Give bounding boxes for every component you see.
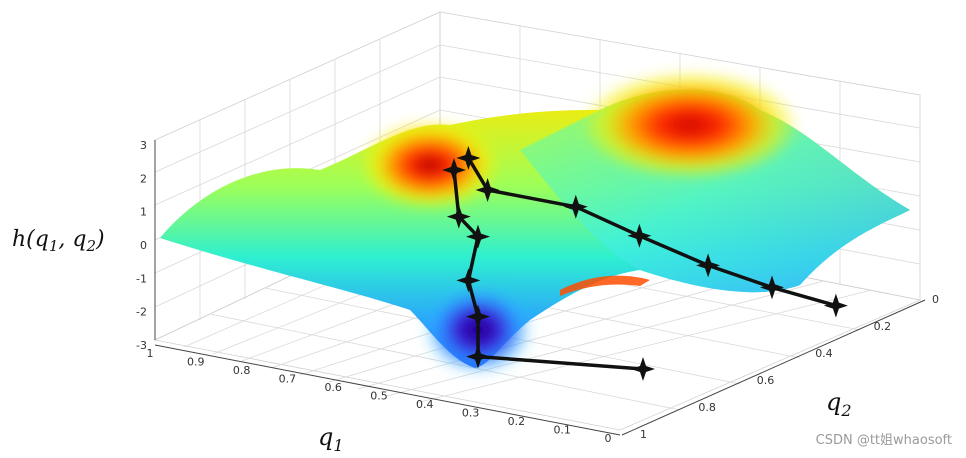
- q2-tick-label: 0: [932, 293, 939, 306]
- q1-tick-label: 0.8: [233, 364, 251, 377]
- q1-tick-label: 1: [147, 347, 154, 360]
- q1-tick-label: 0.3: [462, 407, 480, 420]
- q1-tick-label: 0.7: [279, 373, 297, 386]
- q1-tick-label: 0.4: [416, 398, 434, 411]
- descent-path-point: [442, 158, 466, 182]
- left-peak: [360, 120, 500, 210]
- descent-path-point: [823, 293, 848, 318]
- z-tick-label: 0: [140, 239, 147, 252]
- z-tick-label: 1: [140, 206, 147, 219]
- q2-axis-ticks: 0 0.2 0.4 0.6 0.8 1: [640, 293, 939, 441]
- q1-axis-label: q1: [318, 423, 344, 455]
- z-axis-ticks: 3 2 1 0 -1 -2 -3: [136, 139, 147, 352]
- descent-path-point: [466, 344, 490, 369]
- q1-tick-label: 0.9: [187, 356, 205, 369]
- descent-path-point: [696, 253, 721, 278]
- descent-path-point: [627, 223, 652, 248]
- q1-tick-label: 0.5: [370, 390, 388, 403]
- descent-paths: [442, 146, 848, 381]
- descent-path-point: [563, 194, 588, 219]
- q1-tick-label: 0.6: [324, 381, 342, 394]
- surface: [160, 70, 910, 375]
- q2-tick-label: 0.6: [757, 374, 775, 387]
- q2-tick-label: 0.2: [874, 320, 892, 333]
- q2-tick-label: 0.8: [698, 401, 716, 414]
- q1-axis-ticks: 1 0.9 0.8 0.7 0.6 0.5 0.4 0.3 0.2 0.1 0: [147, 347, 612, 445]
- ridge-highlight: [560, 275, 650, 296]
- z-tick-label: -1: [136, 272, 147, 285]
- descent-path-point: [446, 204, 471, 229]
- descent-path-point: [466, 304, 490, 329]
- q1-tick-label: 0.2: [508, 415, 526, 428]
- right-peak: [580, 70, 800, 180]
- z-tick-label: -3: [136, 339, 147, 352]
- z-tick-label: 2: [140, 172, 147, 185]
- descent-path-point: [475, 178, 500, 202]
- z-axis-label: h(q1, q2): [12, 227, 105, 255]
- q2-axis-label: q2: [826, 388, 852, 420]
- descent-path-point: [466, 224, 490, 249]
- q2-tick-label: 1: [640, 428, 647, 441]
- watermark: CSDN @tt姐whaosoft: [815, 433, 952, 448]
- axes: [154, 140, 926, 436]
- z-tick-label: 3: [140, 139, 147, 152]
- descent-path-point: [760, 275, 784, 300]
- q1-tick-label: 0: [605, 432, 612, 445]
- descent-path-point: [631, 357, 655, 381]
- q2-tick-label: 0.4: [815, 347, 833, 360]
- descent-path-point: [456, 268, 481, 293]
- descent-path-point: [456, 146, 481, 170]
- q1-tick-label: 0.1: [553, 424, 571, 437]
- z-tick-label: -2: [136, 306, 147, 319]
